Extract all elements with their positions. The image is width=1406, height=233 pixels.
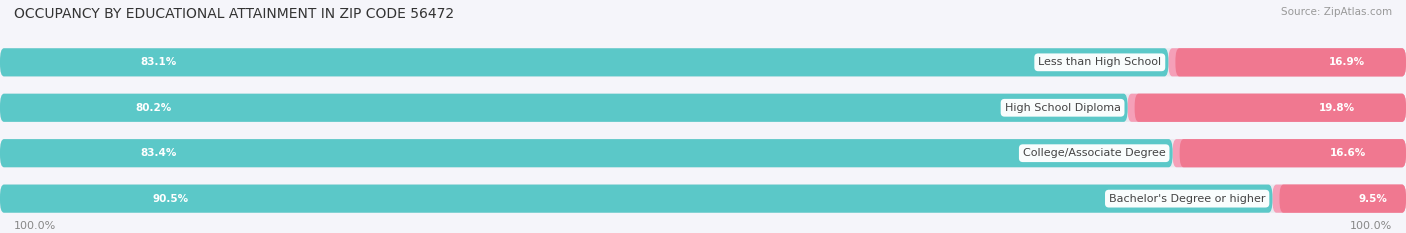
Text: 19.8%: 19.8% — [1319, 103, 1354, 113]
Text: 16.9%: 16.9% — [1329, 57, 1365, 67]
Text: Bachelor's Degree or higher: Bachelor's Degree or higher — [1109, 194, 1265, 204]
FancyBboxPatch shape — [1175, 48, 1406, 76]
Text: 100.0%: 100.0% — [1350, 221, 1392, 231]
FancyBboxPatch shape — [0, 48, 1406, 76]
Text: 9.5%: 9.5% — [1358, 194, 1388, 204]
Text: 83.4%: 83.4% — [141, 148, 177, 158]
FancyBboxPatch shape — [0, 48, 1168, 76]
FancyBboxPatch shape — [1128, 94, 1406, 122]
Text: 16.6%: 16.6% — [1330, 148, 1365, 158]
FancyBboxPatch shape — [1272, 185, 1406, 213]
FancyBboxPatch shape — [0, 139, 1173, 167]
FancyBboxPatch shape — [0, 94, 1406, 122]
Text: 100.0%: 100.0% — [14, 221, 56, 231]
Text: Less than High School: Less than High School — [1038, 57, 1161, 67]
FancyBboxPatch shape — [0, 94, 1128, 122]
FancyBboxPatch shape — [1279, 185, 1406, 213]
Text: 80.2%: 80.2% — [135, 103, 172, 113]
Text: 83.1%: 83.1% — [141, 57, 177, 67]
FancyBboxPatch shape — [1173, 139, 1406, 167]
Text: 90.5%: 90.5% — [153, 194, 188, 204]
Text: High School Diploma: High School Diploma — [1004, 103, 1121, 113]
FancyBboxPatch shape — [0, 185, 1272, 213]
FancyBboxPatch shape — [1168, 48, 1406, 76]
Text: College/Associate Degree: College/Associate Degree — [1022, 148, 1166, 158]
FancyBboxPatch shape — [0, 185, 1406, 213]
Text: Source: ZipAtlas.com: Source: ZipAtlas.com — [1281, 7, 1392, 17]
Text: OCCUPANCY BY EDUCATIONAL ATTAINMENT IN ZIP CODE 56472: OCCUPANCY BY EDUCATIONAL ATTAINMENT IN Z… — [14, 7, 454, 21]
FancyBboxPatch shape — [0, 139, 1406, 167]
FancyBboxPatch shape — [1135, 94, 1406, 122]
FancyBboxPatch shape — [1180, 139, 1406, 167]
